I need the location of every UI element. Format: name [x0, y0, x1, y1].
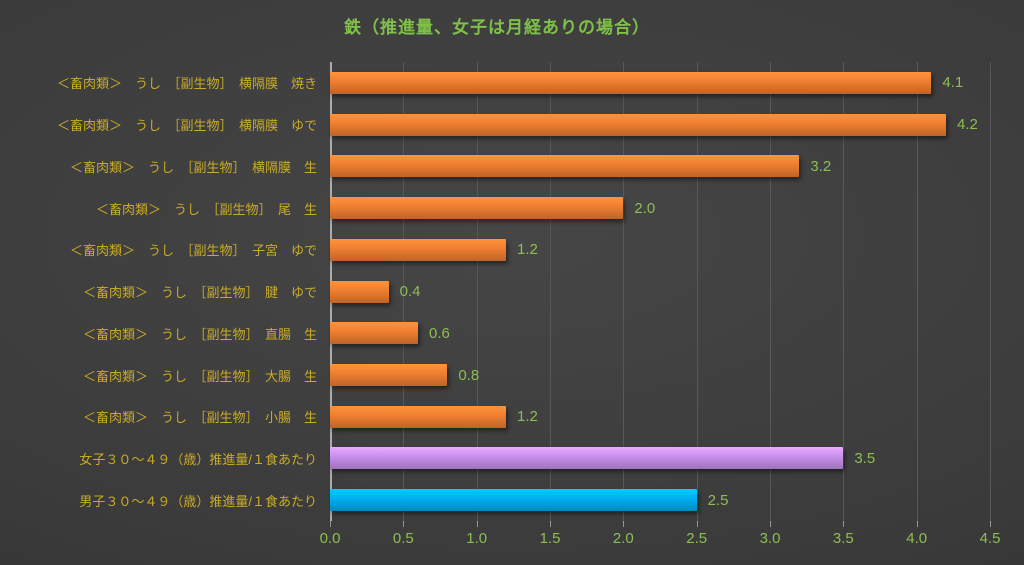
- tick-mark: [623, 521, 625, 527]
- x-tick-label: 2.0: [612, 530, 634, 547]
- x-tick-label: 2.5: [686, 530, 708, 547]
- bar-row: ＜畜肉類＞ うし ［副生物］ 子宮 ゆで 1.2: [0, 229, 990, 271]
- gridline: [696, 62, 698, 521]
- bar-row: ＜畜肉類＞ うし ［副生物］ 大腸 生 0.8: [0, 354, 990, 396]
- bar: [330, 405, 506, 428]
- gridline: [770, 62, 771, 521]
- tick-mark: [403, 521, 405, 527]
- x-tick-label: 0.5: [392, 530, 414, 547]
- bar: [330, 71, 932, 94]
- bar-row: ＜畜肉類＞ うし ［副生物］ 直腸 生 0.6: [0, 312, 990, 354]
- gridline: [476, 62, 478, 521]
- category-label: ＜畜肉類＞ うし ［副生物］ 子宮 ゆで: [69, 243, 317, 259]
- bar-track: 1.2: [330, 238, 990, 261]
- bar: [330, 113, 946, 136]
- bar-track: 3.5: [330, 447, 990, 470]
- tick-mark: [476, 521, 478, 527]
- bar-row: ＜畜肉類＞ うし ［副生物］ 小腸 生 1.2: [0, 396, 990, 438]
- value-label: 0.6: [429, 324, 450, 342]
- bar-track: 3.2: [330, 155, 990, 178]
- x-axis: 0.0 0.5 1.0 1.5 2.0 2.5 3.0 3.5 4.0 4.5: [320, 521, 1000, 561]
- bar-row: ＜畜肉類＞ うし ［副生物］ 横隔膜 焼き 4.1: [0, 62, 990, 104]
- bar-track: 4.1: [330, 71, 990, 94]
- category-label: 男子３０～４９（歳）推進量/１食あたり: [79, 493, 317, 509]
- bar-row: ＜畜肉類＞ うし ［副生物］ 横隔膜 生 3.2: [0, 145, 990, 187]
- bar-row: ＜畜肉類＞ うし ［副生物］ 腱 ゆで 0.4: [0, 271, 990, 313]
- value-label: 2.5: [707, 491, 729, 509]
- gridline: [843, 62, 845, 521]
- value-label: 3.5: [854, 449, 876, 467]
- bar-track: 2.5: [330, 489, 990, 512]
- value-label: 2.0: [634, 199, 656, 217]
- chart-title: 鉄（推進量、女子は月経ありの場合）: [344, 18, 650, 37]
- bar-track: 0.8: [330, 364, 990, 386]
- tick-mark: [696, 521, 698, 527]
- bar-rows: ＜畜肉類＞ うし ［副生物］ 横隔膜 焼き 4.1 ＜畜肉類＞ うし ［副生物］ 横…: [0, 62, 990, 521]
- bar-track: 0.4: [330, 280, 990, 303]
- bar-row: 男子３０～４９（歳）推進量/１食あたり 2.5: [0, 479, 990, 521]
- category-label: ＜畜肉類＞ うし ［副生物］ 横隔膜 ゆで: [56, 118, 317, 134]
- category-label: ＜畜肉類＞ うし ［副生物］ 横隔膜 焼き: [56, 76, 317, 92]
- value-label: 1.2: [517, 408, 538, 426]
- x-tick-label: 0.0: [319, 530, 341, 547]
- value-label: 3.2: [810, 157, 832, 175]
- bar: [330, 447, 844, 470]
- bar-track: 4.2: [330, 113, 990, 136]
- value-label: 0.4: [399, 283, 421, 301]
- bar-row: 女子３０～４９（歳）推進量/１食あたり 3.5: [0, 438, 990, 480]
- value-label: 4.2: [957, 116, 978, 134]
- category-label: ＜畜肉類＞ うし ［副生物］ 小腸 生: [82, 410, 317, 426]
- gridline: [550, 62, 551, 521]
- tick-mark: [843, 521, 845, 527]
- value-label: 0.8: [458, 366, 480, 384]
- category-label: 女子３０～４９（歳）推進量/１食あたり: [79, 451, 317, 467]
- category-label: ＜畜肉類＞ うし ［副生物］ 大腸 生: [82, 368, 317, 384]
- category-label: ＜畜肉類＞ うし ［副生物］ 腱 ゆで: [82, 285, 317, 301]
- x-tick-label: 3.5: [832, 530, 854, 547]
- gridline: [623, 62, 625, 521]
- x-tick-label: 4.0: [906, 530, 928, 547]
- gridline: [403, 62, 405, 521]
- value-label: 1.2: [517, 241, 538, 259]
- bar: [330, 155, 800, 178]
- tick-mark: [330, 521, 331, 527]
- category-label: ＜畜肉類＞ うし ［副生物］ 直腸 生: [82, 326, 317, 342]
- bar: [330, 280, 389, 303]
- bar: [330, 197, 624, 220]
- x-tick-label: 3.0: [759, 530, 781, 547]
- tick-mark: [916, 521, 918, 527]
- bar-row: ＜畜肉類＞ うし ［副生物］ 横隔膜 ゆで 4.2: [0, 104, 990, 146]
- tick-mark: [990, 521, 991, 527]
- bar-row: ＜畜肉類＞ うし ［副生物］ 尾 生 2.0: [0, 187, 990, 229]
- bar: [330, 238, 506, 261]
- bar-track: 2.0: [330, 197, 990, 220]
- bar-track: 1.2: [330, 405, 990, 428]
- x-tick-label: 1.5: [539, 530, 561, 547]
- bar: [330, 364, 448, 386]
- x-tick-label: 1.0: [466, 530, 488, 547]
- category-label: ＜畜肉類＞ うし ［副生物］ 横隔膜 生: [69, 159, 317, 175]
- gridline: [916, 62, 918, 521]
- bar-track: 0.6: [330, 322, 990, 345]
- tick-mark: [550, 521, 551, 527]
- bar: [330, 489, 697, 512]
- value-label: 4.1: [942, 74, 964, 92]
- gridline: [990, 62, 991, 521]
- tick-mark: [770, 521, 771, 527]
- bar: [330, 322, 418, 345]
- category-label: ＜畜肉類＞ うし ［副生物］ 尾 生: [95, 201, 317, 217]
- x-tick-label: 4.5: [979, 530, 1001, 547]
